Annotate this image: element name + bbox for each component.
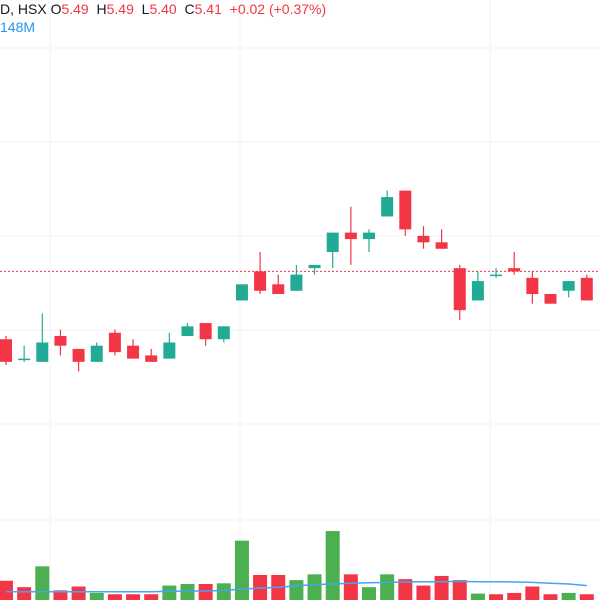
candle-body bbox=[471, 281, 484, 301]
volume-bar bbox=[35, 566, 50, 600]
candle-body bbox=[326, 232, 339, 252]
candle-body bbox=[108, 332, 121, 353]
candle-body bbox=[290, 274, 303, 291]
candle-body bbox=[417, 235, 430, 243]
volume-ma-value: 148M bbox=[0, 19, 36, 35]
volume-bar bbox=[470, 593, 485, 600]
low-value: 5.40 bbox=[149, 1, 177, 17]
volume-bar bbox=[543, 594, 558, 600]
volume-bar bbox=[325, 531, 340, 600]
volume-bar bbox=[71, 586, 86, 600]
volume-bar bbox=[144, 594, 159, 600]
volume-bar bbox=[525, 586, 540, 600]
volume-bar bbox=[89, 592, 104, 600]
candle-body bbox=[344, 232, 357, 240]
candle-body bbox=[54, 336, 67, 346]
volume-bar bbox=[434, 575, 449, 600]
volume-bar bbox=[416, 585, 431, 600]
candle-body bbox=[36, 342, 49, 362]
candle-body bbox=[399, 190, 412, 230]
candle-body bbox=[435, 242, 448, 249]
symbol-exchange: D, HSX bbox=[0, 1, 47, 17]
volume-bar bbox=[362, 587, 376, 600]
volume-bar bbox=[0, 580, 13, 600]
candle-body bbox=[544, 294, 557, 304]
open-label: O bbox=[50, 1, 62, 17]
candle-body bbox=[490, 274, 503, 277]
candle-body bbox=[181, 326, 194, 336]
candle-body bbox=[0, 339, 12, 362]
volume-bar bbox=[53, 590, 68, 600]
volume-bar bbox=[380, 574, 395, 600]
candle-body bbox=[308, 264, 321, 269]
volume-bar bbox=[579, 594, 594, 600]
volume-bar bbox=[126, 594, 141, 600]
candle-body bbox=[163, 342, 176, 359]
volume-bar bbox=[289, 580, 304, 600]
volume-bar bbox=[180, 583, 195, 600]
close-label: C bbox=[184, 1, 195, 17]
volume-bar bbox=[307, 574, 322, 600]
open-value: 5.49 bbox=[61, 1, 89, 17]
candle-body bbox=[90, 345, 103, 362]
volume-bar bbox=[507, 592, 522, 600]
candle-body bbox=[235, 284, 248, 301]
high-value: 5.49 bbox=[106, 1, 134, 17]
volume-bar bbox=[398, 579, 413, 600]
candle-body bbox=[453, 268, 466, 311]
candle-body bbox=[580, 277, 593, 301]
chart-legend: D, HSX O5.49 H5.49 L5.40 C5.41 +0.02 (+0… bbox=[0, 0, 326, 36]
candle-body bbox=[72, 348, 85, 362]
ohlc-row: D, HSX O5.49 H5.49 L5.40 C5.41 +0.02 (+0… bbox=[0, 0, 326, 18]
candle-body bbox=[217, 326, 230, 340]
volume-bar bbox=[107, 594, 122, 600]
candle-body bbox=[145, 355, 158, 362]
change-value: +0.02 (+0.37%) bbox=[229, 1, 327, 17]
volume-bar bbox=[561, 592, 576, 600]
candle-body bbox=[272, 284, 285, 294]
candle-body bbox=[562, 281, 575, 291]
volume-ma-row: 148M bbox=[0, 18, 326, 36]
candle-body bbox=[254, 271, 267, 291]
volume-bar bbox=[452, 580, 467, 600]
candle-body bbox=[363, 232, 375, 240]
candle-body bbox=[199, 323, 212, 340]
candle-body bbox=[508, 268, 521, 272]
volume-bar bbox=[198, 583, 213, 600]
candle-body bbox=[526, 277, 539, 294]
volume-bar bbox=[162, 585, 177, 600]
volume-bar bbox=[489, 594, 504, 600]
high-label: H bbox=[96, 1, 107, 17]
volume-bar bbox=[216, 583, 231, 600]
candle-body bbox=[381, 197, 394, 217]
low-label: L bbox=[141, 1, 150, 17]
candle-body bbox=[18, 358, 31, 361]
volume-ma-line bbox=[6, 580, 587, 593]
volume-bar bbox=[343, 574, 358, 600]
close-value: 5.41 bbox=[194, 1, 222, 17]
volume-bar bbox=[234, 540, 249, 600]
candle-body bbox=[127, 345, 140, 359]
volume-bar bbox=[17, 587, 32, 600]
